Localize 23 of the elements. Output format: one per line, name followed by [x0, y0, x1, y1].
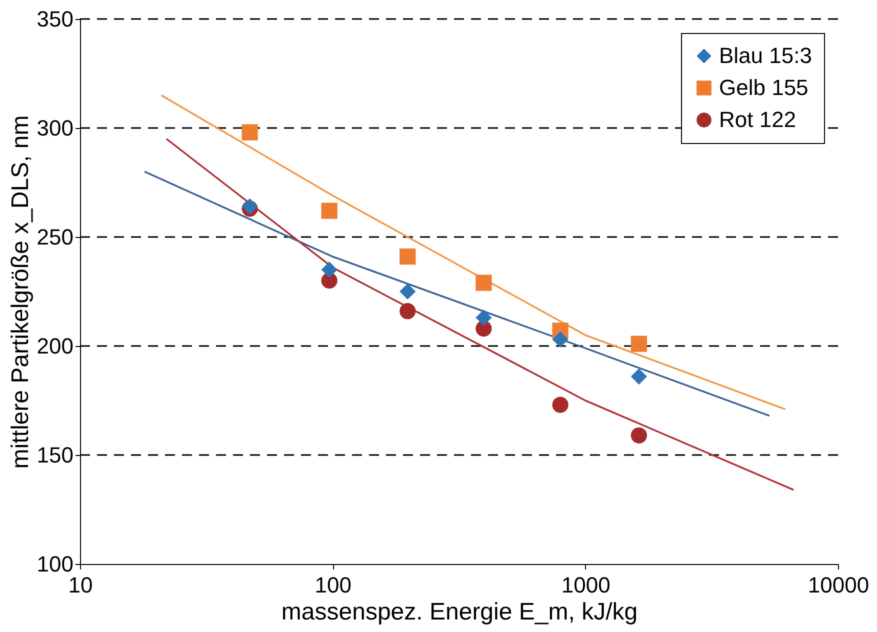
y-axis-title: mittlere Partikelgröße x_DLS, nm	[6, 115, 34, 469]
point	[476, 274, 492, 291]
point	[552, 331, 568, 348]
point	[630, 368, 648, 385]
x-tick-label: 10000	[808, 572, 870, 598]
point	[321, 262, 338, 278]
point	[630, 336, 648, 352]
x-tick-label: 1000	[561, 572, 610, 598]
point	[242, 124, 258, 140]
legend-label: Gelb 155	[719, 75, 808, 100]
y-tick-label: 150	[36, 442, 74, 468]
point	[321, 202, 338, 219]
y-tick-label: 250	[36, 224, 74, 250]
y-tick-label: 300	[36, 116, 74, 140]
x-tick-label: 100	[314, 572, 352, 598]
point	[476, 310, 492, 326]
legend-label: Blau 15:3	[719, 43, 812, 68]
x-axis-title: massenspez. Energie E_m, kJ/kg	[281, 598, 638, 626]
y-tick-label: 350	[36, 6, 74, 32]
y-tick-label: 200	[36, 334, 74, 358]
point	[552, 396, 568, 413]
point	[630, 427, 648, 444]
legend-label: Rot 122	[719, 107, 796, 132]
